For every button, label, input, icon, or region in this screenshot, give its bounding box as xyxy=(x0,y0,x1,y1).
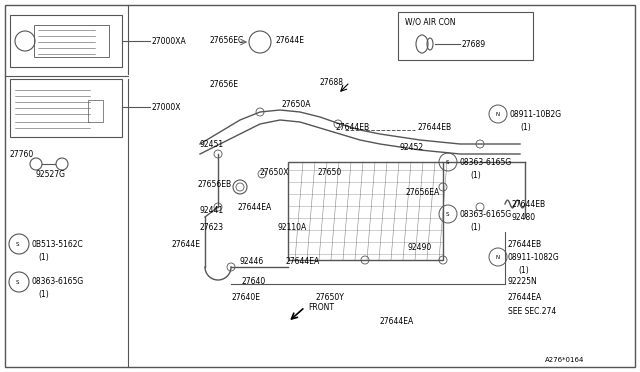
Text: 27644EB: 27644EB xyxy=(418,122,452,131)
Text: 27656EC: 27656EC xyxy=(210,35,244,45)
Bar xyxy=(34,25,109,57)
Text: (1): (1) xyxy=(470,170,481,180)
Text: 27644EA: 27644EA xyxy=(238,202,272,212)
Text: 92452: 92452 xyxy=(400,142,424,151)
Bar xyxy=(398,12,533,60)
Text: N: N xyxy=(496,112,500,116)
Text: 92110A: 92110A xyxy=(278,222,307,231)
Text: 27644EB: 27644EB xyxy=(335,122,369,131)
Text: (1): (1) xyxy=(520,122,531,131)
Bar xyxy=(88,100,103,122)
Text: 92446: 92446 xyxy=(240,257,264,266)
Text: 27656EB: 27656EB xyxy=(198,180,232,189)
Text: 08363-6165G: 08363-6165G xyxy=(460,209,512,218)
Bar xyxy=(10,79,122,137)
Text: 27623: 27623 xyxy=(200,222,224,231)
Text: 92451: 92451 xyxy=(200,140,224,148)
Text: 27000XA: 27000XA xyxy=(152,36,187,45)
Text: 27644E: 27644E xyxy=(275,35,304,45)
Text: 27656E: 27656E xyxy=(210,80,239,89)
Text: 92441: 92441 xyxy=(200,205,224,215)
Text: 08363-6165G: 08363-6165G xyxy=(460,157,512,167)
Text: 27644EA: 27644EA xyxy=(380,317,414,327)
Text: 27760: 27760 xyxy=(10,150,35,158)
Text: 27650Y: 27650Y xyxy=(315,292,344,301)
Text: (1): (1) xyxy=(518,266,529,275)
Text: (1): (1) xyxy=(38,253,49,262)
Text: 27650A: 27650A xyxy=(282,99,312,109)
Text: 92225N: 92225N xyxy=(508,278,538,286)
Text: S: S xyxy=(446,212,449,217)
Text: (1): (1) xyxy=(38,291,49,299)
Text: 27656EA: 27656EA xyxy=(405,187,439,196)
Text: S: S xyxy=(16,241,19,247)
Text: 27650X: 27650X xyxy=(260,167,289,176)
Text: 08363-6165G: 08363-6165G xyxy=(32,278,84,286)
Text: 27688: 27688 xyxy=(320,77,344,87)
Text: N: N xyxy=(496,254,500,260)
Text: 27644E: 27644E xyxy=(172,240,201,248)
Text: 27644EB: 27644EB xyxy=(508,240,542,248)
Text: W/O AIR CON: W/O AIR CON xyxy=(405,17,456,26)
Text: (1): (1) xyxy=(470,222,481,231)
Text: S: S xyxy=(446,160,449,164)
Text: 27000X: 27000X xyxy=(152,103,182,112)
Text: 92490: 92490 xyxy=(408,243,432,251)
Text: 27640: 27640 xyxy=(242,278,266,286)
Text: 0B513-5162C: 0B513-5162C xyxy=(32,240,84,248)
Bar xyxy=(288,162,443,260)
Bar xyxy=(10,15,122,67)
Text: 27644EA: 27644EA xyxy=(285,257,319,266)
Text: FRONT: FRONT xyxy=(308,302,334,311)
Text: 27644EA: 27644EA xyxy=(508,292,542,301)
Text: 27640E: 27640E xyxy=(232,292,261,301)
Text: A276*0164: A276*0164 xyxy=(545,357,584,363)
Text: SEE SEC.274: SEE SEC.274 xyxy=(508,308,556,317)
Text: 92527G: 92527G xyxy=(35,170,65,179)
Text: 92480: 92480 xyxy=(512,212,536,221)
Text: 27644EB: 27644EB xyxy=(512,199,546,208)
Text: 08911-1082G: 08911-1082G xyxy=(508,253,560,262)
Text: 27650: 27650 xyxy=(318,167,342,176)
Text: 27689: 27689 xyxy=(462,39,486,48)
Text: S: S xyxy=(16,279,19,285)
Text: 08911-10B2G: 08911-10B2G xyxy=(510,109,562,119)
